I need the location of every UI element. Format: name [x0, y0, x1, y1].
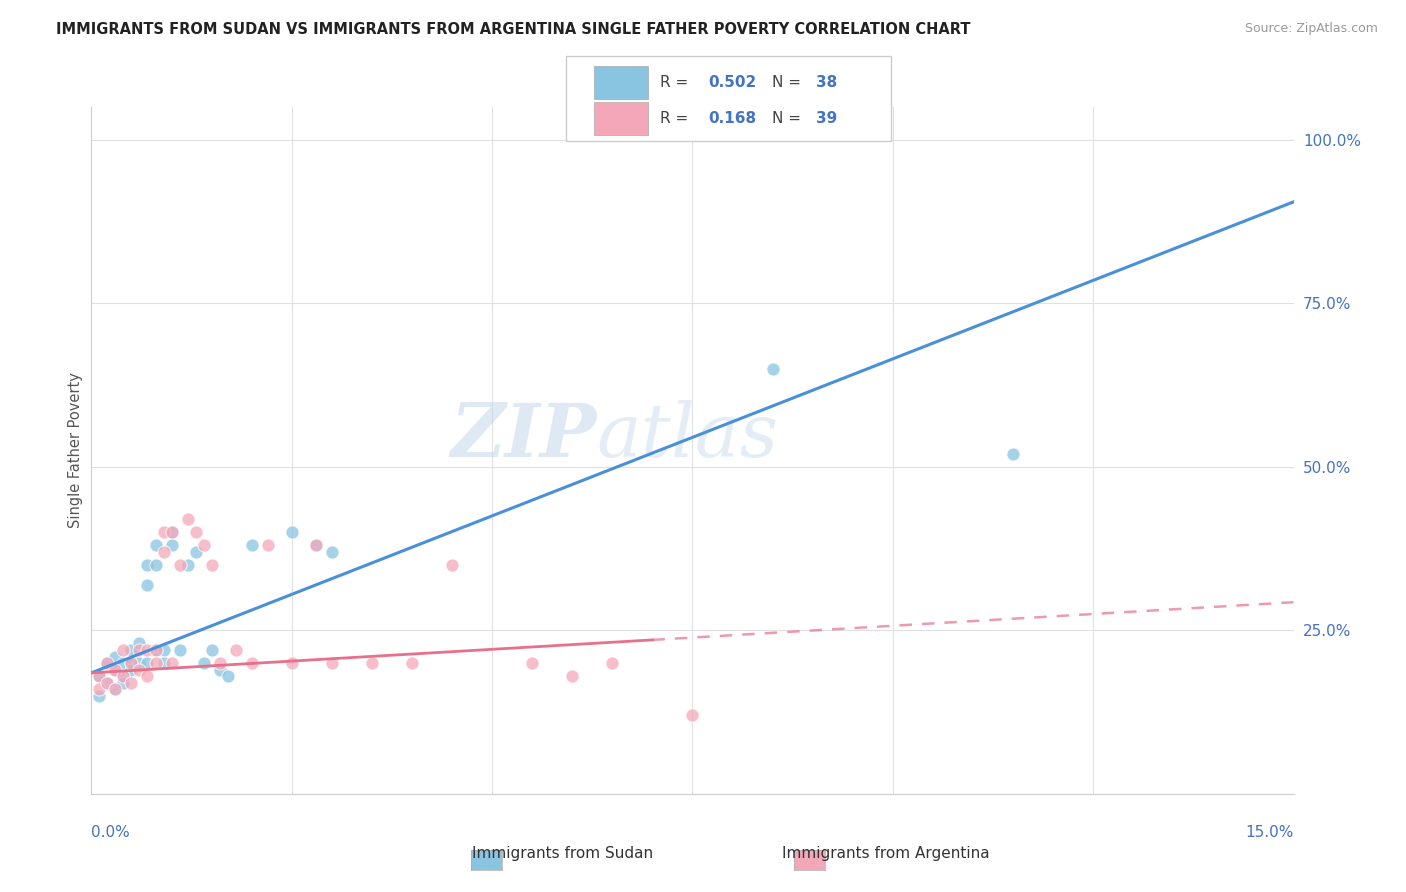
Point	[145, 558, 167, 572]
Point	[208, 663, 231, 677]
Text: 0.502: 0.502	[709, 75, 756, 90]
Point	[136, 656, 159, 670]
Point	[136, 577, 159, 591]
Point	[440, 558, 463, 572]
Point	[112, 669, 135, 683]
Point	[96, 675, 118, 690]
Point	[121, 643, 143, 657]
Point	[128, 643, 150, 657]
Point	[225, 643, 247, 657]
Point	[121, 656, 143, 670]
Point	[145, 643, 167, 657]
Text: atlas: atlas	[596, 401, 779, 473]
Point	[128, 663, 150, 677]
Point	[128, 656, 150, 670]
Y-axis label: Single Father Poverty: Single Father Poverty	[67, 373, 83, 528]
Point	[96, 675, 118, 690]
Text: R =: R =	[659, 111, 693, 126]
Point	[281, 656, 304, 670]
Point	[160, 656, 183, 670]
Point	[321, 656, 343, 670]
Point	[112, 656, 135, 670]
Point	[104, 663, 127, 677]
Point	[121, 675, 143, 690]
Point	[681, 708, 703, 723]
Point	[145, 538, 167, 552]
Text: N =: N =	[772, 111, 806, 126]
Point	[96, 656, 118, 670]
Point	[160, 525, 183, 540]
FancyBboxPatch shape	[593, 66, 648, 99]
Point	[522, 656, 544, 670]
Point	[136, 669, 159, 683]
Point	[281, 525, 304, 540]
Point	[145, 656, 167, 670]
Point	[176, 558, 198, 572]
Point	[305, 538, 328, 552]
Point	[112, 675, 135, 690]
Point	[128, 636, 150, 650]
Text: IMMIGRANTS FROM SUDAN VS IMMIGRANTS FROM ARGENTINA SINGLE FATHER POVERTY CORRELA: IMMIGRANTS FROM SUDAN VS IMMIGRANTS FROM…	[56, 22, 970, 37]
Text: N =: N =	[772, 75, 806, 90]
Text: 0.168: 0.168	[709, 111, 756, 126]
Point	[240, 656, 263, 670]
Point	[145, 643, 167, 657]
Text: Immigrants from Sudan: Immigrants from Sudan	[472, 847, 652, 861]
Text: 39: 39	[817, 111, 838, 126]
Text: 38: 38	[817, 75, 838, 90]
Point	[169, 558, 191, 572]
Text: R =: R =	[659, 75, 693, 90]
Point	[176, 512, 198, 526]
Point	[193, 538, 215, 552]
Point	[184, 545, 207, 559]
Text: Source: ZipAtlas.com: Source: ZipAtlas.com	[1244, 22, 1378, 36]
Point	[89, 682, 111, 697]
Point	[1001, 447, 1024, 461]
Point	[321, 545, 343, 559]
Point	[184, 525, 207, 540]
Point	[104, 663, 127, 677]
Point	[305, 538, 328, 552]
Text: Immigrants from Argentina: Immigrants from Argentina	[782, 847, 990, 861]
Point	[201, 558, 224, 572]
Point	[89, 669, 111, 683]
Point	[152, 656, 174, 670]
Point	[136, 558, 159, 572]
Point	[96, 656, 118, 670]
Point	[360, 656, 382, 670]
Point	[561, 669, 583, 683]
Point	[112, 669, 135, 683]
Point	[160, 525, 183, 540]
Point	[89, 669, 111, 683]
Point	[762, 361, 785, 376]
Point	[136, 643, 159, 657]
Point	[121, 663, 143, 677]
Point	[121, 656, 143, 670]
Point	[602, 656, 624, 670]
Point	[104, 682, 127, 697]
Point	[104, 649, 127, 664]
Point	[201, 643, 224, 657]
Point	[240, 538, 263, 552]
Point	[256, 538, 278, 552]
Point	[152, 525, 174, 540]
Point	[89, 689, 111, 703]
Point	[217, 669, 239, 683]
Point	[152, 545, 174, 559]
Point	[193, 656, 215, 670]
Point	[112, 643, 135, 657]
Text: 0.0%: 0.0%	[91, 825, 131, 839]
Point	[152, 643, 174, 657]
FancyBboxPatch shape	[567, 55, 891, 141]
Point	[401, 656, 423, 670]
Text: 15.0%: 15.0%	[1246, 825, 1294, 839]
Text: ZIP: ZIP	[450, 401, 596, 473]
Point	[160, 538, 183, 552]
FancyBboxPatch shape	[593, 102, 648, 135]
Point	[208, 656, 231, 670]
Point	[104, 682, 127, 697]
Point	[169, 643, 191, 657]
